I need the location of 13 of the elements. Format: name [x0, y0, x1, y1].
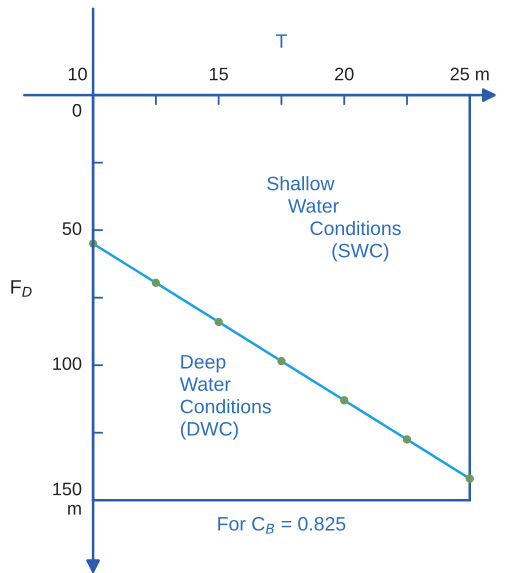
- y-tick-label: 0: [72, 104, 82, 117]
- x-tick-label: 25 m: [450, 68, 489, 80]
- y-axis-title: F$_{D}$: [11, 280, 32, 297]
- annotation: Shallow Water Conditions (SWC): [267, 176, 401, 262]
- x-tick-label: 15: [210, 68, 228, 80]
- y-tick-label: 150 m: [53, 482, 82, 515]
- y-tick-label: 50: [62, 222, 82, 235]
- text: For C$_{B}$ = 0.825: [218, 516, 346, 534]
- x-axis-title: T: [276, 34, 287, 48]
- y-tick-label: 100: [53, 357, 82, 370]
- annotation: Deep Water Conditions (DWC): [180, 355, 271, 440]
- x-tick-label: 20: [335, 68, 354, 80]
- x-tick-label: 10: [68, 68, 87, 80]
